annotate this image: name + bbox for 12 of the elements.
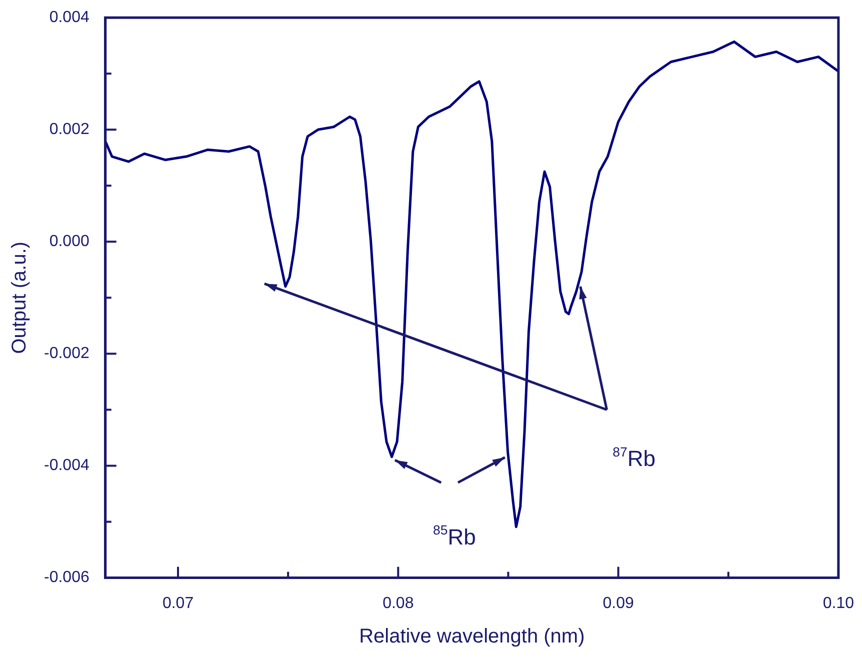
x-axis-title: Relative wavelength (nm) — [359, 626, 585, 648]
y-axis-title: Output (a.u.) — [8, 242, 31, 354]
y-tick-label: -0.006 — [44, 569, 90, 586]
x-tick-label: 0.08 — [382, 594, 414, 612]
y-tick-label: 0.000 — [49, 233, 90, 250]
x-tick-label: 0.10 — [822, 594, 854, 612]
y-tick-label: 0.004 — [49, 9, 90, 26]
y-tick-label: -0.004 — [44, 457, 90, 474]
y-tick-label: -0.002 — [44, 345, 90, 362]
x-tick-label: 0.07 — [162, 594, 194, 612]
x-tick-label: 0.09 — [602, 594, 634, 612]
y-tick-label: 0.002 — [49, 121, 90, 138]
